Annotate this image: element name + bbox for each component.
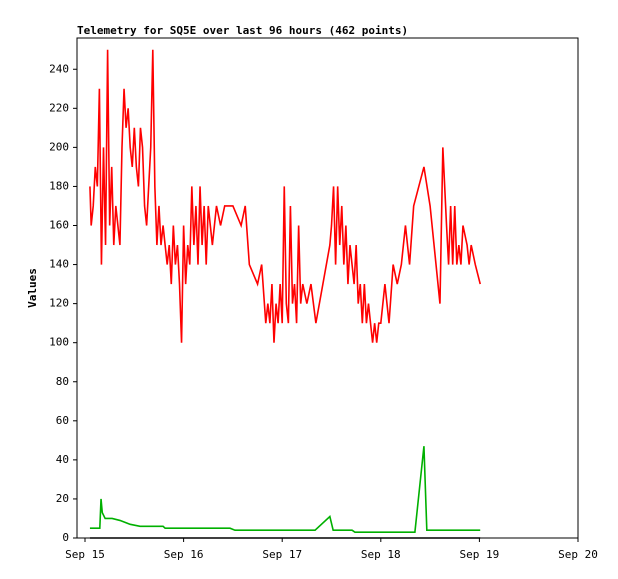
x-tick-label: Sep 20 [558,548,598,561]
y-tick-label: 220 [49,101,69,114]
chart-title: Telemetry for SQ5E over last 96 hours (4… [77,24,408,37]
y-tick-label: 40 [56,453,69,466]
y-axis-label: Values [26,268,39,308]
y-tick-label: 80 [56,375,69,388]
y-tick-label: 120 [49,297,69,310]
x-tick-label: Sep 17 [262,548,302,561]
y-tick-label: 140 [49,258,69,271]
y-tick-label: 240 [49,62,69,75]
series-line [89,446,481,533]
y-tick-label: 180 [49,179,69,192]
y-tick-label: 200 [49,140,69,153]
y-tick-label: 100 [49,336,69,349]
y-tick-label: 60 [56,414,69,427]
x-tick-label: Sep 19 [460,548,500,561]
y-tick-label: 160 [49,219,69,232]
y-tick-label: 20 [56,492,69,505]
x-tick-label: Sep 15 [65,548,105,561]
x-tick-label: Sep 18 [361,548,401,561]
y-tick-label: 0 [62,531,69,544]
series-line [89,49,481,343]
x-tick-label: Sep 16 [164,548,204,561]
